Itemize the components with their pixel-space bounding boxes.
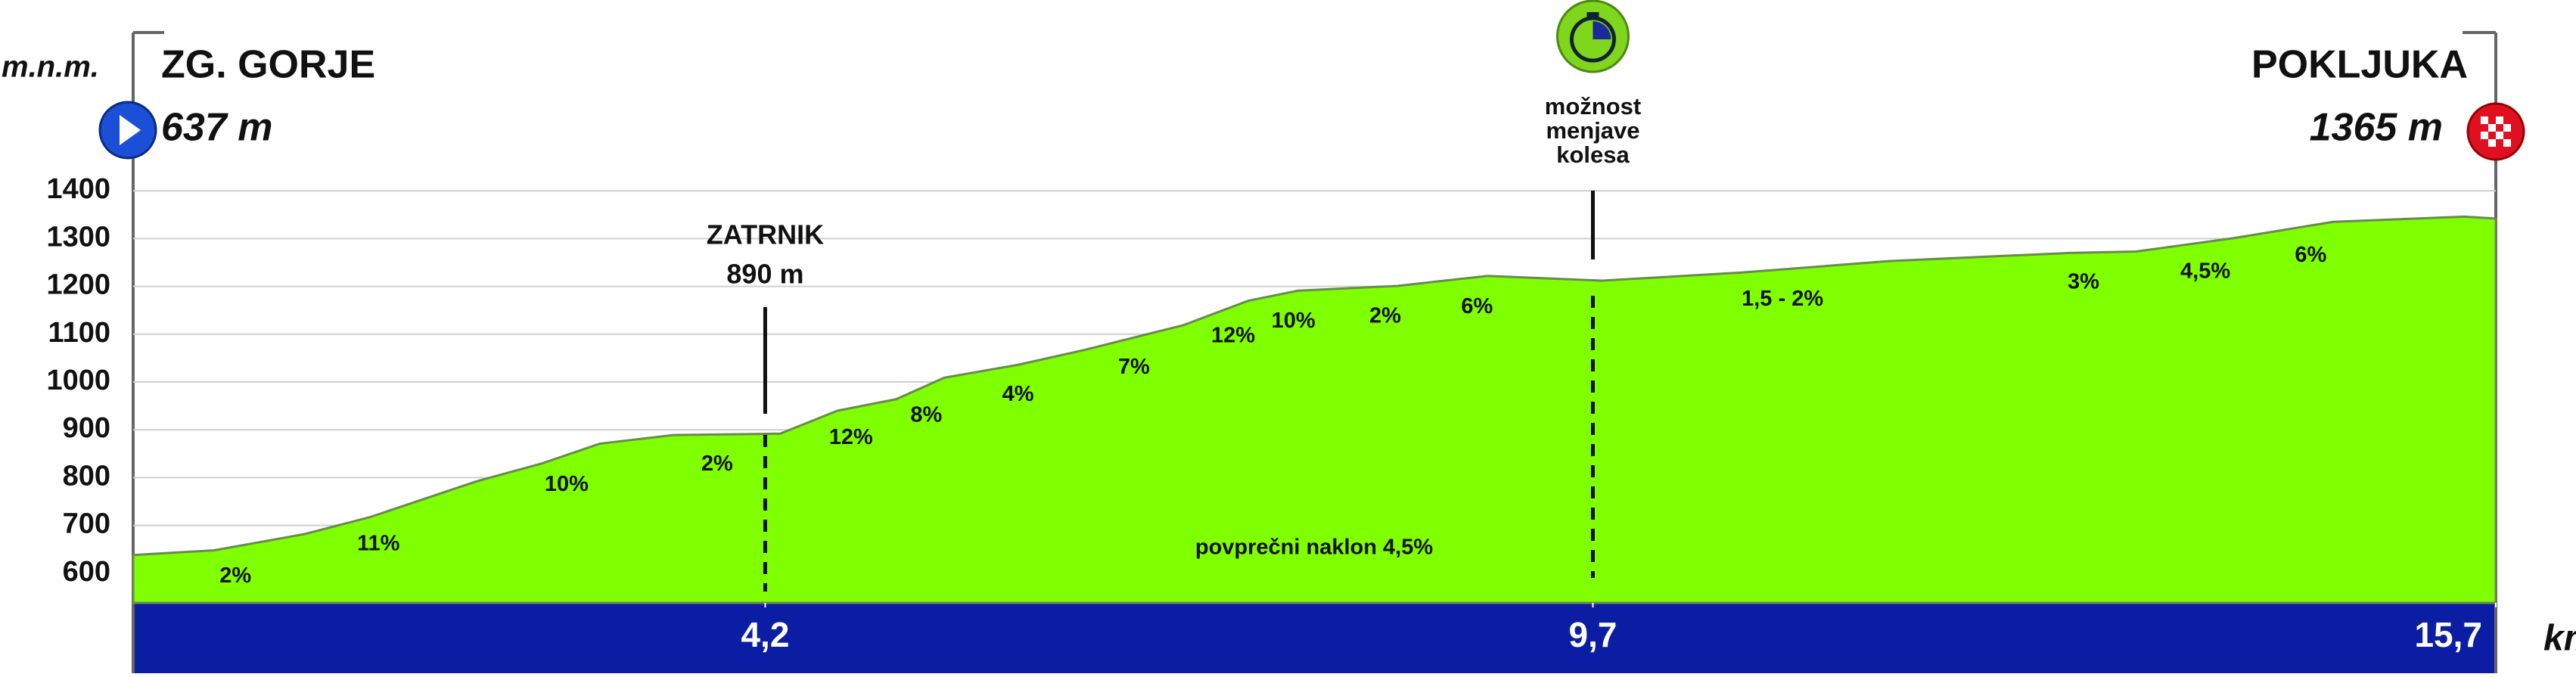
average-gradient: povprečni naklon 4,5% — [1195, 536, 1433, 560]
elevation-area — [132, 215, 2497, 604]
bike-change-label: menjave — [1546, 117, 1639, 144]
gradient-label: 7% — [1118, 355, 1150, 379]
gradient-label: 2% — [701, 452, 733, 476]
gradient-label: 2% — [219, 564, 251, 588]
x-tick-label: 4,2 — [741, 615, 789, 654]
bike-change-label: kolesa — [1556, 141, 1630, 168]
finish-elevation: 1365 m — [2310, 106, 2443, 150]
bike-change-label: možnost — [1545, 93, 1641, 120]
y-tick-label: 1300 — [46, 221, 110, 253]
gradient-label: 4,5% — [2180, 259, 2230, 284]
gradient-label: 11% — [357, 532, 400, 556]
y-tick-label: 1200 — [46, 269, 110, 301]
y-tick-label: 600 — [63, 556, 110, 588]
x-tick-label: 15,7 — [2414, 615, 2482, 654]
gradient-label: 1,5 - 2% — [1742, 287, 1823, 311]
y-tick-label: 1100 — [48, 317, 110, 349]
start-elevation: 637 m — [161, 106, 272, 150]
km-band — [133, 603, 2496, 673]
y-tick-label: 1000 — [46, 365, 110, 396]
gradient-label: 4% — [1002, 382, 1034, 406]
climb-name: ZATRNIK — [707, 219, 824, 250]
gradient-label: 10% — [1272, 309, 1316, 333]
stopwatch-icon — [1556, 0, 1630, 73]
start-name: ZG. GORJE — [161, 43, 375, 87]
start-icon — [98, 101, 157, 160]
gradient-label: 12% — [829, 425, 873, 449]
climb-elevation: 890 m — [726, 259, 803, 290]
y-tick-label: 1400 — [46, 173, 110, 205]
gradient-label: 2% — [1369, 303, 1401, 328]
gradient-label: 8% — [910, 403, 942, 427]
gradient-label: 3% — [2068, 270, 2099, 294]
y-tick-label: 900 — [63, 412, 110, 444]
frame — [132, 31, 2497, 673]
finish-name: POKLJUKA — [2251, 43, 2468, 87]
y-tick-label: 800 — [63, 460, 110, 492]
gradient-label: 6% — [1461, 294, 1493, 318]
x-axis-label: km — [2543, 619, 2576, 659]
gradient-label: 10% — [545, 472, 589, 496]
gradient-label: 6% — [2295, 243, 2326, 267]
gradient-label: 12% — [1211, 324, 1255, 348]
y-tick-label: 700 — [63, 508, 110, 540]
x-tick-label: 9,7 — [1569, 615, 1617, 654]
finish-icon — [2466, 102, 2525, 161]
y-axis-label: m.n.m. — [2, 51, 99, 84]
